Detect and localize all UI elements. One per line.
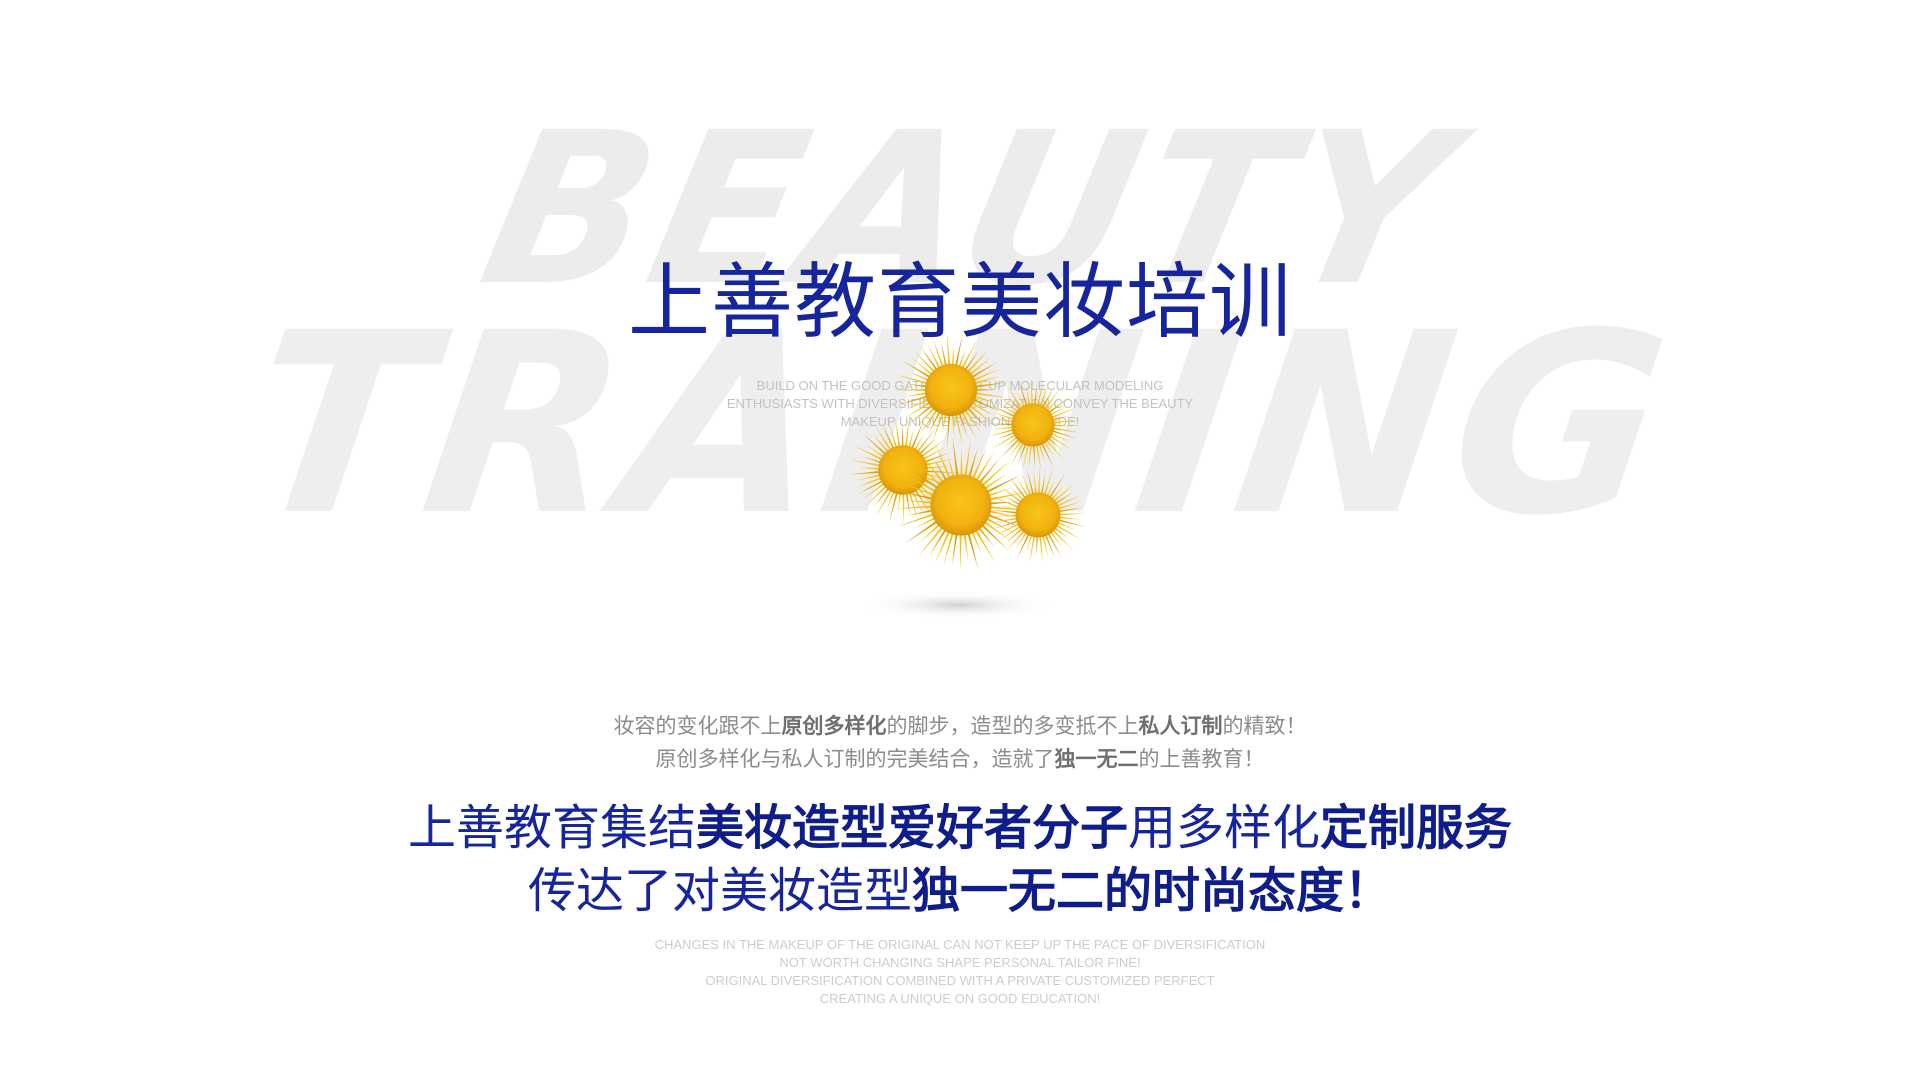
intro-text: 妆容的变化跟不上原创多样化的脚步，造型的多变抵不上私人订制的精致！ 原创多样化与… bbox=[0, 710, 1920, 776]
intro-line-1: 妆容的变化跟不上原创多样化的脚步，造型的多变抵不上私人订制的精致！ bbox=[0, 710, 1920, 743]
intro-line-2: 原创多样化与私人订制的完美结合，造就了独一无二的上善教育！ bbox=[0, 743, 1920, 776]
headline-emphasis: 美妆造型爱好者分子 bbox=[695, 800, 1128, 856]
tagline-bottom-line: ORIGINAL DIVERSIFICATION COMBINED WITH A… bbox=[705, 973, 1215, 988]
tagline-bottom-line: NOT WORTH CHANGING SHAPE PERSONAL TAILOR… bbox=[779, 955, 1141, 970]
tagline-bottom: CHANGES IN THE MAKEUP OF THE ORIGINAL CA… bbox=[0, 936, 1920, 1008]
headline-emphasis: 独一无二的时尚态度！ bbox=[912, 863, 1393, 919]
intro-text-segment: 原创多样化与私人订制的完美结合，造就了 bbox=[655, 747, 1055, 771]
intro-emphasis: 独一无二 bbox=[1054, 747, 1139, 771]
intro-emphasis: 私人订制 bbox=[1138, 714, 1223, 738]
headline: 上善教育集结美妆造型爱好者分子用多样化定制服务 传达了对美妆造型独一无二的时尚态… bbox=[0, 797, 1920, 923]
flower-bloom bbox=[986, 378, 1081, 471]
tagline-bottom-line: CREATING A UNIQUE ON GOOD EDUCATION! bbox=[819, 991, 1101, 1006]
flower-bloom bbox=[989, 466, 1086, 564]
flower-bloom bbox=[849, 415, 957, 525]
flower-bloom bbox=[894, 437, 1028, 571]
intro-text-segment: 妆容的变化跟不上 bbox=[613, 714, 782, 738]
headline-text-segment: 传达了对美妆造型 bbox=[527, 863, 912, 919]
headline-line-2: 传达了对美妆造型独一无二的时尚态度！ bbox=[0, 860, 1920, 923]
flower-icon bbox=[849, 332, 1086, 619]
headline-text-segment: 用多样化 bbox=[1128, 800, 1321, 856]
intro-text-segment: 的脚步，造型的多变抵不上 bbox=[886, 714, 1139, 738]
intro-text-segment: 的精致！ bbox=[1222, 714, 1307, 738]
tagline-bottom-line: CHANGES IN THE MAKEUP OF THE ORIGINAL CA… bbox=[654, 937, 1266, 952]
intro-text-segment: 的上善教育！ bbox=[1138, 747, 1265, 771]
headline-emphasis: 定制服务 bbox=[1320, 800, 1513, 856]
intro-emphasis: 原创多样化 bbox=[781, 714, 887, 738]
headline-text-segment: 上善教育集结 bbox=[407, 800, 696, 856]
page-title: 上善教育美妆培训 bbox=[627, 255, 1292, 350]
headline-line-1: 上善教育集结美妆造型爱好者分子用多样化定制服务 bbox=[0, 797, 1920, 860]
flower-bloom bbox=[893, 332, 1009, 448]
